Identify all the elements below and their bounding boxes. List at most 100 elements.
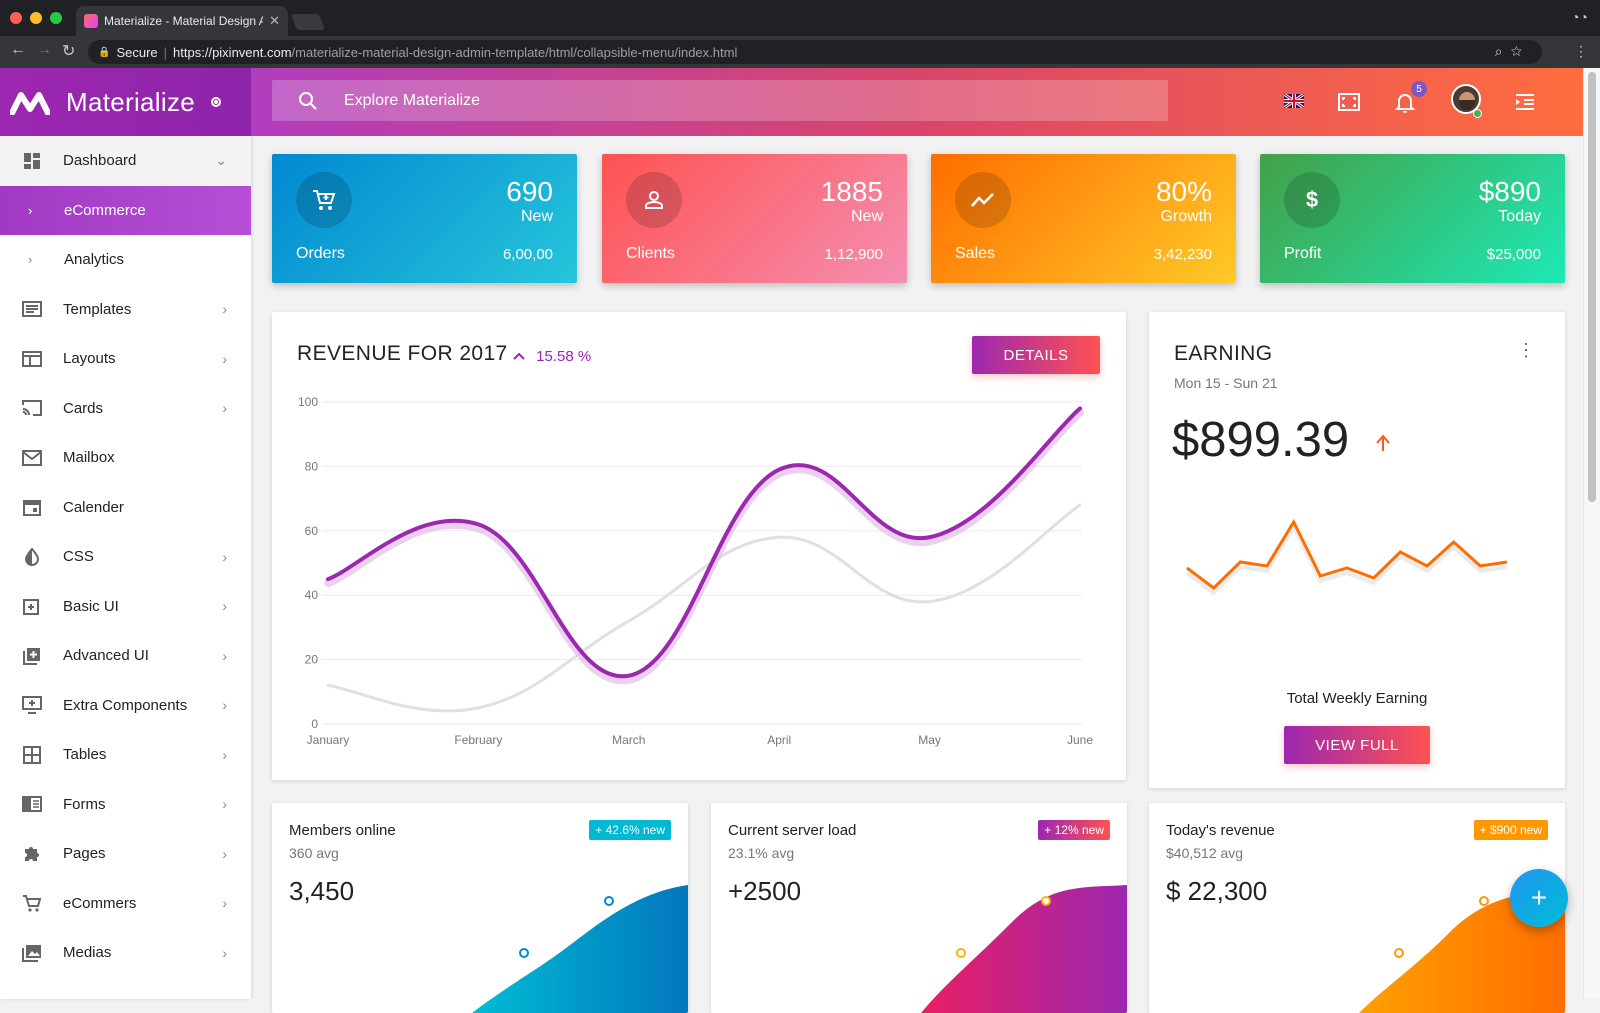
more-vert-icon[interactable]: ⋮ xyxy=(1517,340,1535,361)
add-to-queue-icon xyxy=(22,695,42,715)
brand[interactable]: Materialize xyxy=(0,68,251,136)
chevron-right-icon: › xyxy=(222,895,227,911)
sidebar-item-label: Basic UI xyxy=(63,598,119,615)
dashboard-icon xyxy=(22,151,42,171)
stat-sub: Today xyxy=(1498,208,1541,226)
chevron-right-icon: › xyxy=(222,301,227,317)
lock-icon: 🔒 xyxy=(98,47,110,58)
stat-label: Clients xyxy=(626,245,675,263)
x-tick-label: April xyxy=(767,733,791,747)
back-icon[interactable]: ← xyxy=(10,41,26,59)
photo-library-icon xyxy=(22,943,42,963)
online-status-dot xyxy=(1473,109,1482,118)
cart-icon xyxy=(296,172,352,228)
sidebar-item-extra-components[interactable]: Extra Components › xyxy=(0,681,251,731)
stat-card-orders: 690 New Orders 6,00,00 xyxy=(272,154,577,283)
add-box-icon xyxy=(22,596,42,616)
stat-value: $890 xyxy=(1479,176,1541,208)
sidebar-item-layouts[interactable]: Layouts › xyxy=(0,334,251,384)
stat-sub: New xyxy=(851,208,883,226)
stat-total: 3,42,230 xyxy=(1154,246,1212,263)
chevron-right-icon: › xyxy=(222,400,227,416)
sidebar-item-medias[interactable]: Medias › xyxy=(0,928,251,978)
chevron-right-icon: › xyxy=(222,648,227,664)
brand-logo-icon xyxy=(10,89,50,115)
earning-caption: Total Weekly Earning xyxy=(1149,690,1565,707)
contrast-icon xyxy=(22,547,42,567)
page-scrollbar[interactable] xyxy=(1583,68,1600,999)
sidebar-item-dashboard[interactable]: Dashboard ⌄ xyxy=(0,136,251,186)
zoom-bookmark-icons[interactable]: ⌕☆ xyxy=(1495,43,1530,60)
search-input[interactable] xyxy=(344,92,1124,110)
stat-label: Sales xyxy=(955,245,995,263)
new-tab-button[interactable] xyxy=(291,14,325,30)
templates-icon xyxy=(22,299,42,319)
fullscreen-icon[interactable] xyxy=(1337,90,1361,114)
sidebar-item-pages[interactable]: Pages › xyxy=(0,829,251,879)
sidebar-item-calender[interactable]: Calender xyxy=(0,483,251,533)
stat-sub: New xyxy=(521,208,553,226)
search-bar[interactable] xyxy=(272,80,1168,121)
y-tick-label: 20 xyxy=(305,653,319,667)
chevron-right-icon: › xyxy=(222,598,227,614)
grid-icon xyxy=(22,745,42,765)
sidebar-item-tables[interactable]: Tables › xyxy=(0,730,251,780)
reload-icon[interactable]: ↻ xyxy=(62,41,75,61)
sidebar-item-label: Extra Components xyxy=(63,697,187,714)
calendar-icon xyxy=(22,497,42,517)
forward-icon[interactable]: → xyxy=(36,41,52,59)
uk-flag-icon[interactable] xyxy=(1284,94,1304,108)
scrollbar-thumb[interactable] xyxy=(1588,72,1596,502)
add-fab-button[interactable]: + xyxy=(1510,869,1568,927)
notification-badge: 5 xyxy=(1411,81,1427,97)
earning-title: EARNING xyxy=(1174,342,1272,366)
address-bar[interactable]: 🔒 Secure | https://pixinvent.com /materi… xyxy=(88,40,1542,64)
browser-menu-icon[interactable]: ⋮ xyxy=(1574,43,1588,60)
sidebar-item-label: Analytics xyxy=(64,251,124,268)
sidebar-item-ecommerce[interactable]: › eCommerce xyxy=(0,186,251,236)
chevron-right-icon: › xyxy=(222,549,227,565)
sidebar-item-mailbox[interactable]: Mailbox xyxy=(0,433,251,483)
earning-chart xyxy=(1149,502,1565,642)
sidebar-item-basic-ui[interactable]: Basic UI › xyxy=(0,582,251,632)
incognito-icon: ◔◔ xyxy=(1571,9,1588,25)
close-window-button[interactable] xyxy=(10,12,22,24)
x-tick-label: May xyxy=(918,733,941,747)
sidebar-item-forms[interactable]: Forms › xyxy=(0,780,251,830)
favicon-icon xyxy=(84,14,98,28)
sidebar-item-ecommers[interactable]: eCommers › xyxy=(0,879,251,929)
sidebar-item-css[interactable]: CSS › xyxy=(0,532,251,582)
cast-icon xyxy=(22,398,42,418)
sidebar-item-advanced-ui[interactable]: Advanced UI › xyxy=(0,631,251,681)
view-full-button[interactable]: VIEW FULL xyxy=(1284,726,1430,764)
sidebar-item-label: CSS xyxy=(63,548,94,565)
stat-value: 1885 xyxy=(821,176,883,208)
server-load-card: Current server load 23.1% avg +2500 + 12… xyxy=(711,803,1127,1013)
right-sidebar-toggle-icon[interactable] xyxy=(1513,90,1537,114)
x-tick-label: January xyxy=(307,733,350,747)
sidebar-item-label: Advanced UI xyxy=(63,647,149,664)
sidebar-toggle-icon[interactable] xyxy=(211,97,221,107)
stat-value: 80% xyxy=(1156,176,1212,208)
maximize-window-button[interactable] xyxy=(50,12,62,24)
sidebar-item-templates[interactable]: Templates › xyxy=(0,285,251,335)
extension-icon xyxy=(22,844,42,864)
sidebar-item-label: eCommers xyxy=(63,895,136,912)
tab-close-icon[interactable]: ✕ xyxy=(269,13,280,29)
x-tick-label: June xyxy=(1067,733,1093,747)
todays-revenue-card: Today's revenue $40,512 avg $ 22,300 + $… xyxy=(1149,803,1565,1013)
chevron-right-icon: › xyxy=(222,351,227,367)
members-online-card: Members online 360 avg 3,450 + 42.6% new xyxy=(272,803,688,1013)
chevron-right-icon: › xyxy=(28,203,42,218)
y-tick-label: 0 xyxy=(311,717,318,731)
y-tick-label: 80 xyxy=(305,459,319,473)
stat-label: Orders xyxy=(296,245,345,263)
minimize-window-button[interactable] xyxy=(30,12,42,24)
browser-tab[interactable]: Materialize - Material Design A ✕ xyxy=(76,6,288,36)
revenue-area-chart xyxy=(1149,803,1565,1013)
sidebar-item-label: Templates xyxy=(63,301,131,318)
sidebar-item-cards[interactable]: Cards › xyxy=(0,384,251,434)
sidebar-item-analytics[interactable]: › Analytics xyxy=(0,235,251,285)
